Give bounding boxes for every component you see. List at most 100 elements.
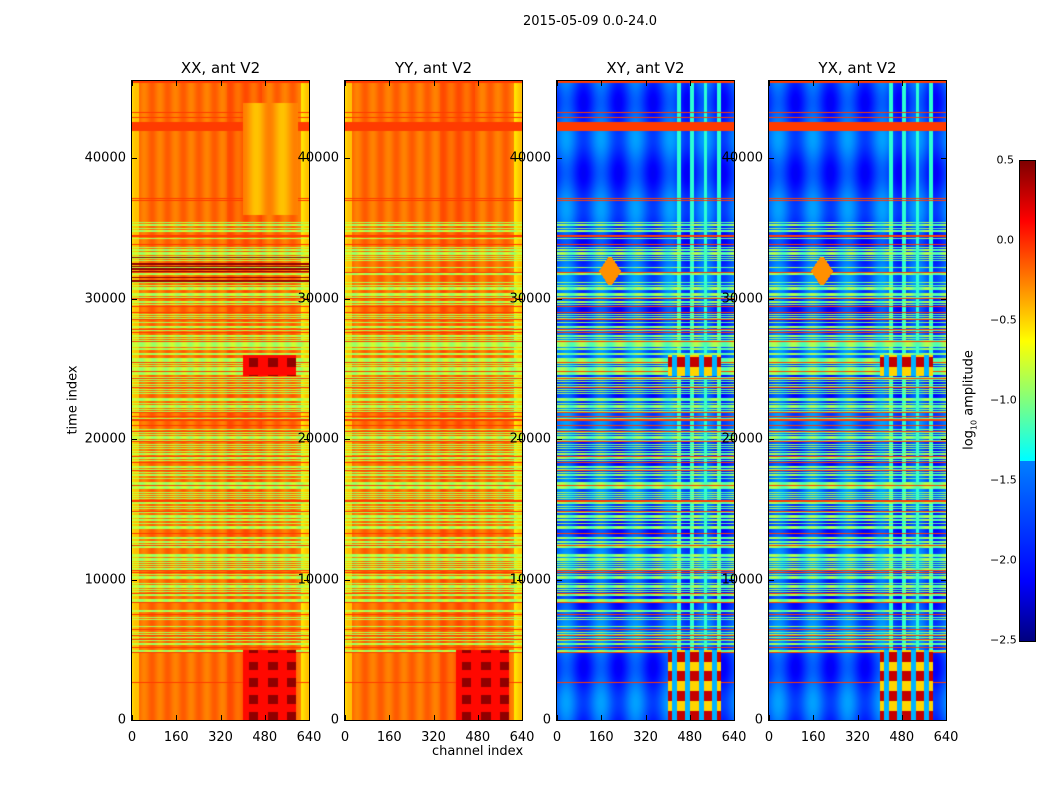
colorbar-tick-label: −2.0 xyxy=(990,553,1017,567)
y-tick-mark xyxy=(729,720,734,721)
colorbar-tick-label: 0.0 xyxy=(996,233,1015,247)
colorbar-tick-label: −0.5 xyxy=(990,313,1017,327)
x-tick-mark xyxy=(345,81,346,86)
x-tick-mark xyxy=(264,715,266,720)
x-tick-mark xyxy=(734,715,735,720)
x-tick-mark xyxy=(522,715,523,720)
y-tick-mark xyxy=(557,579,562,581)
x-tick-label: 640 xyxy=(509,730,535,745)
x-tick-mark xyxy=(176,715,178,720)
x-tick-label: 160 xyxy=(376,730,402,745)
x-tick-mark xyxy=(522,81,523,86)
x-tick-mark xyxy=(132,715,133,720)
panel-title: XY, ant V2 xyxy=(606,59,685,77)
x-tick-mark xyxy=(689,715,691,720)
y-tick-mark xyxy=(729,579,734,581)
x-tick-mark xyxy=(689,81,691,86)
x-tick-label: 320 xyxy=(633,730,658,745)
heatmap-image xyxy=(132,81,309,720)
colorbar-tick-label: −1.0 xyxy=(990,393,1017,407)
y-tick-mark xyxy=(769,439,774,441)
heatmap-image xyxy=(769,81,946,720)
x-tick-mark xyxy=(557,715,558,720)
x-tick-label: 320 xyxy=(208,730,233,745)
x-tick-label: 160 xyxy=(800,730,826,745)
y-tick-mark xyxy=(345,579,350,581)
y-tick-mark xyxy=(304,158,309,160)
x-tick-mark xyxy=(946,81,947,86)
y-tick-mark xyxy=(557,720,562,721)
panel-title: YY, ant V2 xyxy=(394,59,472,77)
panel-title: YX, ant V2 xyxy=(818,59,897,77)
x-tick-mark xyxy=(857,715,859,720)
x-tick-label: 0 xyxy=(127,730,137,745)
y-tick-label: 40000 xyxy=(721,150,763,166)
colorbar-tick-label: 0.5 xyxy=(996,153,1015,167)
y-tick-label: 10000 xyxy=(509,572,551,588)
y-tick-mark xyxy=(729,158,734,160)
y-tick-label: 20000 xyxy=(721,431,763,447)
panel-title: XX, ant V2 xyxy=(180,59,261,77)
y-tick-mark xyxy=(517,439,522,441)
x-tick-mark xyxy=(901,715,903,720)
y-axis-label: time index xyxy=(65,365,81,435)
x-tick-mark xyxy=(813,715,815,720)
y-tick-mark xyxy=(304,579,309,581)
y-tick-label: 0 xyxy=(330,712,339,728)
y-tick-label: 0 xyxy=(542,712,551,728)
x-tick-label: 160 xyxy=(163,730,189,745)
y-tick-mark xyxy=(941,158,946,160)
panel-xx: XX, ant V2 0 160 320 480 640 0 10000 20000 30000 4… xyxy=(85,59,322,745)
y-tick-mark xyxy=(729,439,734,441)
y-tick-mark xyxy=(345,158,350,160)
x-tick-mark xyxy=(389,81,391,86)
y-tick-label: 40000 xyxy=(297,150,339,166)
x-tick-label: 160 xyxy=(588,730,614,745)
y-tick-mark xyxy=(557,298,562,300)
y-tick-label: 10000 xyxy=(297,572,339,588)
x-tick-mark xyxy=(433,81,435,86)
x-tick-mark xyxy=(176,81,178,86)
y-tick-mark xyxy=(769,720,774,721)
x-tick-label: 640 xyxy=(933,730,959,745)
y-tick-mark xyxy=(941,579,946,581)
x-tick-mark xyxy=(220,81,222,86)
y-tick-label: 30000 xyxy=(509,291,551,307)
x-tick-mark xyxy=(132,81,133,86)
y-tick-mark xyxy=(557,439,562,441)
panel-yx: YX, ant V2 0 160 320 480 640 0 10000 20000 30000 4… xyxy=(722,59,959,745)
x-tick-mark xyxy=(857,81,859,86)
y-tick-label: 30000 xyxy=(297,291,339,307)
y-tick-mark xyxy=(132,579,137,581)
x-tick-mark xyxy=(601,81,603,86)
x-tick-label: 640 xyxy=(296,730,322,745)
x-tick-mark xyxy=(901,81,903,86)
y-tick-label: 0 xyxy=(754,712,763,728)
y-tick-mark xyxy=(729,298,734,300)
y-tick-mark xyxy=(517,720,522,721)
x-tick-label: 480 xyxy=(465,730,491,745)
y-tick-label: 30000 xyxy=(84,291,126,307)
x-tick-mark xyxy=(813,81,815,86)
x-tick-mark xyxy=(309,715,310,720)
y-tick-mark xyxy=(345,720,350,721)
y-tick-mark xyxy=(304,720,309,721)
y-tick-label: 20000 xyxy=(84,431,126,447)
x-tick-label: 320 xyxy=(421,730,446,745)
y-tick-label: 10000 xyxy=(721,572,763,588)
x-tick-mark xyxy=(601,715,603,720)
x-tick-mark xyxy=(769,81,770,86)
x-tick-mark xyxy=(264,81,266,86)
y-tick-mark xyxy=(769,298,774,300)
x-tick-label: 0 xyxy=(764,730,774,745)
x-tick-label: 480 xyxy=(889,730,915,745)
y-tick-mark xyxy=(132,439,137,441)
x-tick-label: 640 xyxy=(721,730,747,745)
y-tick-mark xyxy=(517,298,522,300)
x-tick-mark xyxy=(389,715,391,720)
y-tick-label: 20000 xyxy=(509,431,551,447)
x-tick-mark xyxy=(477,81,479,86)
y-tick-mark xyxy=(941,298,946,300)
x-tick-mark xyxy=(645,81,647,86)
